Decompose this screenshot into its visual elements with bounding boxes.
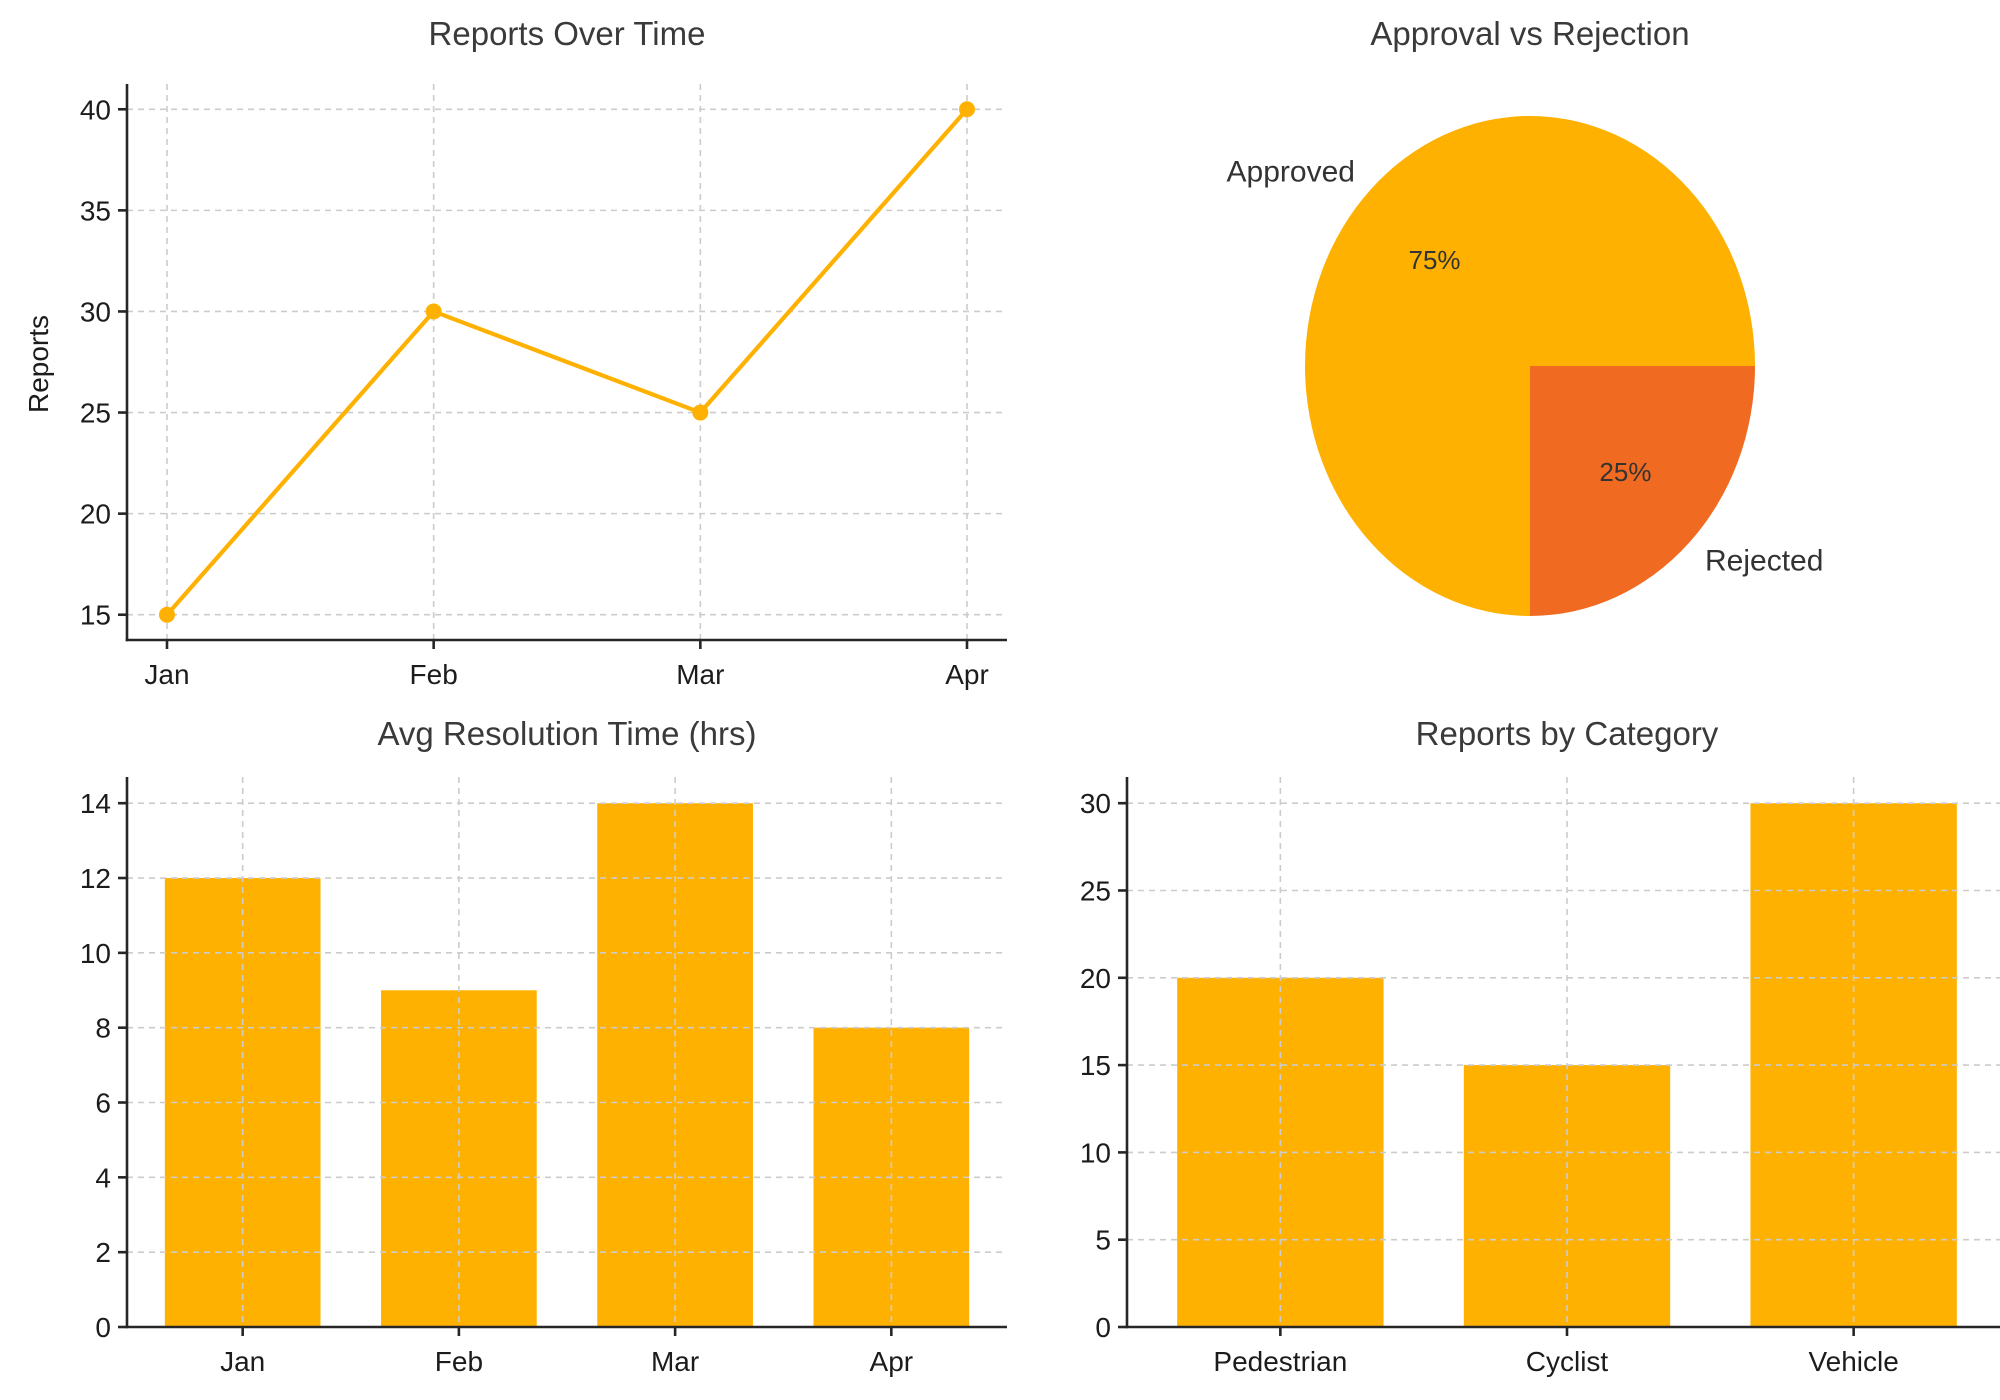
y-tick-label: 0 [95,1312,111,1343]
tick-labels: Jan Feb Mar Apr 0 2 4 6 8 10 12 14 [80,788,913,1377]
pie-pct-label: 25% [1599,457,1651,487]
pie-pct-label: 75% [1409,245,1461,275]
chart-title-avg-resolution-time: Avg Resolution Time (hrs) [377,715,757,752]
chart-title-reports-by-category: Reports by Category [1415,715,1719,752]
panel-reports-by-category: Reports by Category Pedestrian Cyclist Veh… [1000,700,2000,1400]
gridlines [127,84,1007,640]
axes-spines [118,84,1007,649]
tick-labels: Jan Feb Mar Apr 15 20 25 30 35 40 [80,94,989,690]
line-series [164,107,970,617]
bar-chart-avg-resolution-time: Jan Feb Mar Apr 0 2 4 6 8 10 12 14 [80,777,1007,1377]
x-tick-label: Apr [870,1346,914,1377]
y-tick-label: 25 [1080,875,1111,906]
pie-chart-approval-vs-rejection: Approved 75% Rejected 25% [1227,116,1824,616]
line-markers [159,101,975,623]
y-tick-label: 10 [80,938,111,969]
y-tick-label: 35 [80,195,111,226]
y-tick-label: 15 [80,600,111,631]
y-tick-label: 8 [95,1013,111,1044]
x-tick-label: Vehicle [1808,1346,1898,1377]
x-tick-label: Cyclist [1526,1346,1609,1377]
y-tick-label: 6 [95,1088,111,1119]
data-point-marker [425,303,442,320]
y-tick-label: 4 [95,1162,111,1193]
y-tick-label: 14 [80,788,111,819]
x-tick-label: Jan [144,659,189,690]
axes-spines [118,777,1007,1336]
x-tick-label: Pedestrian [1213,1346,1347,1377]
panel-reports-over-time: Reports Over Time Reports Jan Feb Mar Apr 15… [0,0,1007,700]
y-tick-label: 12 [80,863,111,894]
y-tick-label: 0 [1095,1312,1111,1343]
x-tick-label: Mar [676,659,724,690]
y-tick-label: 15 [1080,1050,1111,1081]
x-tick-label: Jan [220,1346,265,1377]
chart-title-reports-over-time: Reports Over Time [428,15,706,52]
y-tick-label: 20 [80,499,111,530]
y-tick-label: 30 [1080,788,1111,819]
x-tick-label: Feb [435,1346,483,1377]
y-tick-label: 25 [80,398,111,429]
pie-slice-label: Approved [1227,156,1355,189]
data-point-marker [692,404,709,421]
y-tick-label: 30 [80,296,111,327]
bars [164,803,970,1327]
chart-title-approval-vs-rejection: Approval vs Rejection [1370,15,1690,52]
tick-labels: Pedestrian Cyclist Vehicle 0 5 10 15 20 25 30 [1080,788,1899,1377]
x-tick-label: Mar [651,1346,699,1377]
panel-approval-vs-rejection: Approval vs Rejection Approved 75% Rejecte… [1000,0,2000,700]
data-point-marker [159,606,175,623]
axes-spines [1118,777,2000,1336]
y-tick-label: 20 [1080,963,1111,994]
y-tick-label: 2 [95,1237,111,1268]
y-tick-label: 40 [80,94,111,125]
pie-wedges [1305,116,1755,616]
line-chart-reports-over-time: Jan Feb Mar Apr 15 20 25 30 35 40 [80,84,1007,690]
x-tick-label: Feb [410,659,458,690]
y-tick-label: 10 [1080,1137,1111,1168]
bar-chart-reports-by-category: Pedestrian Cyclist Vehicle 0 5 10 15 20 25 30 [1080,777,2000,1377]
y-tick-label: 5 [1095,1225,1111,1256]
x-tick-label: Apr [945,659,989,690]
pie-wedge [1530,366,1755,616]
pie-labels: Approved 75% Rejected 25% [1227,156,1824,578]
data-point-marker [959,101,975,118]
panel-avg-resolution-time: Avg Resolution Time (hrs) Jan Feb Mar Apr 0 2… [0,700,1007,1400]
pie-slice-label: Rejected [1705,544,1823,577]
